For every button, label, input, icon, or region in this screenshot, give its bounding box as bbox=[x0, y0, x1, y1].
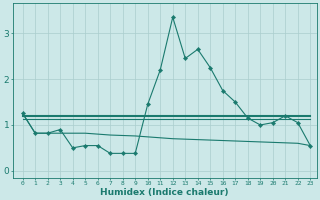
X-axis label: Humidex (Indice chaleur): Humidex (Indice chaleur) bbox=[100, 188, 229, 197]
